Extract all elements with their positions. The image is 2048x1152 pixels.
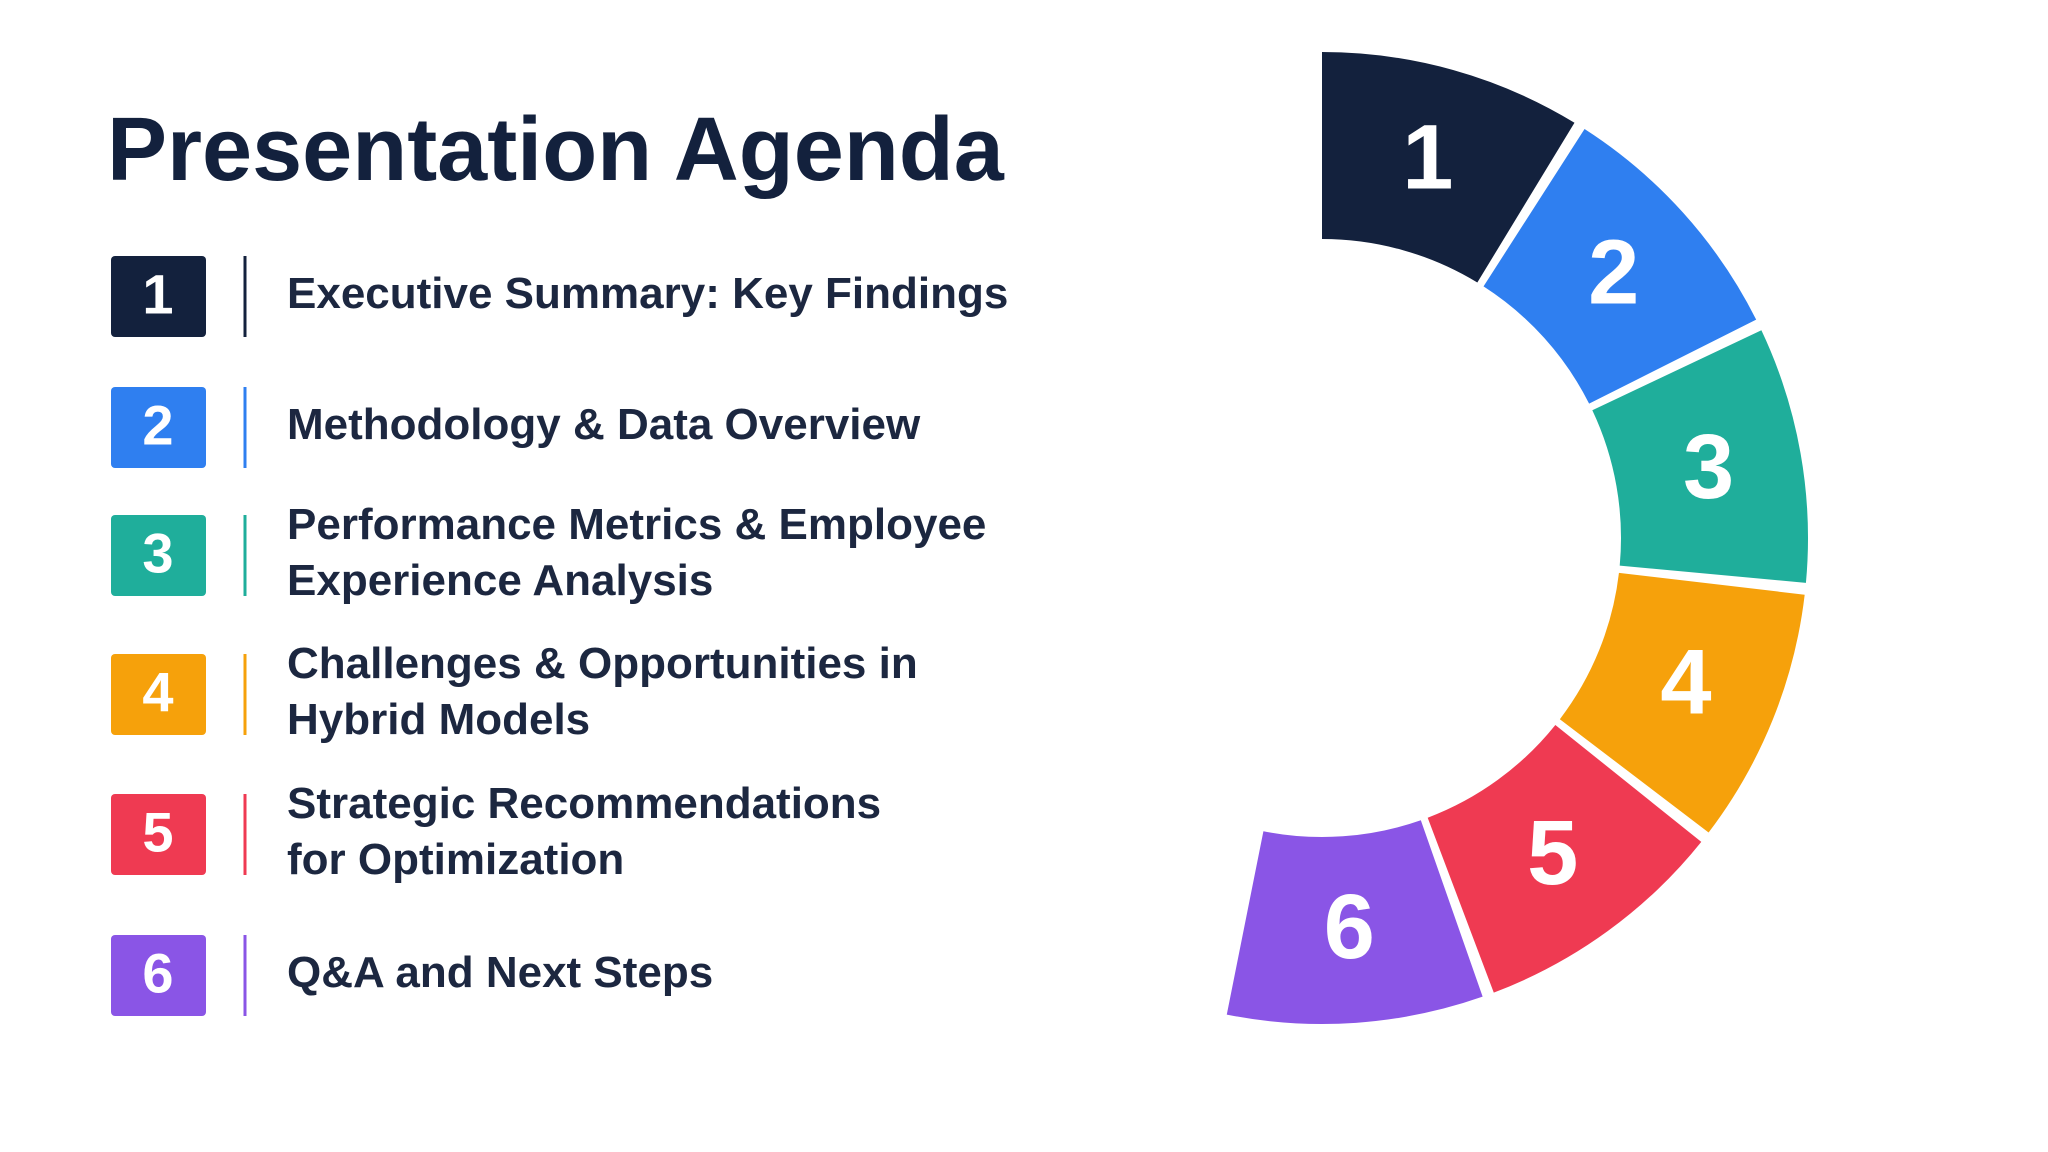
ring-number: 6 bbox=[1324, 876, 1375, 978]
ring-segment bbox=[1226, 820, 1483, 1024]
badge-number: 5 bbox=[142, 800, 173, 863]
item-text: for Optimization bbox=[287, 835, 624, 884]
badge-number: 2 bbox=[142, 393, 173, 456]
ring-number: 2 bbox=[1588, 222, 1639, 324]
number-badge bbox=[111, 935, 206, 1016]
agenda-list: 1 Executive Summary: Key Findings 2 Methodo… bbox=[111, 256, 1008, 1016]
number-badge bbox=[111, 515, 206, 596]
ring-number: 1 bbox=[1402, 106, 1453, 208]
item-text: Experience Analysis bbox=[287, 556, 713, 605]
badge-number: 3 bbox=[142, 521, 173, 584]
number-badge bbox=[111, 794, 206, 875]
number-badge bbox=[111, 387, 206, 468]
ring-segment bbox=[1483, 129, 1757, 404]
ring-segment bbox=[1322, 52, 1575, 283]
ring-number: 4 bbox=[1660, 631, 1711, 733]
slide-title: Presentation Agenda bbox=[107, 100, 1005, 200]
item-text: Methodology & Data Overview bbox=[287, 400, 921, 449]
ring-number: 3 bbox=[1683, 416, 1734, 518]
number-badge bbox=[111, 256, 206, 337]
item-text: Q&A and Next Steps bbox=[287, 948, 713, 997]
badge-number: 6 bbox=[142, 941, 173, 1004]
badge-number: 4 bbox=[142, 660, 173, 723]
item-text: Challenges & Opportunities in bbox=[287, 639, 918, 688]
ring-segment bbox=[1592, 330, 1809, 583]
agenda-ring: 1 23 45 6 bbox=[1226, 52, 1809, 1024]
badge-number: 1 bbox=[142, 262, 173, 325]
ring-segment bbox=[1559, 572, 1805, 833]
ring-segment bbox=[1427, 724, 1702, 993]
item-text: Executive Summary: Key Findings bbox=[287, 269, 1008, 318]
number-badge bbox=[111, 654, 206, 735]
item-text: Hybrid Models bbox=[287, 695, 590, 744]
item-text: Strategic Recommendations bbox=[287, 779, 881, 828]
item-text: Performance Metrics & Employee bbox=[287, 500, 986, 549]
ring-number: 5 bbox=[1527, 802, 1578, 904]
